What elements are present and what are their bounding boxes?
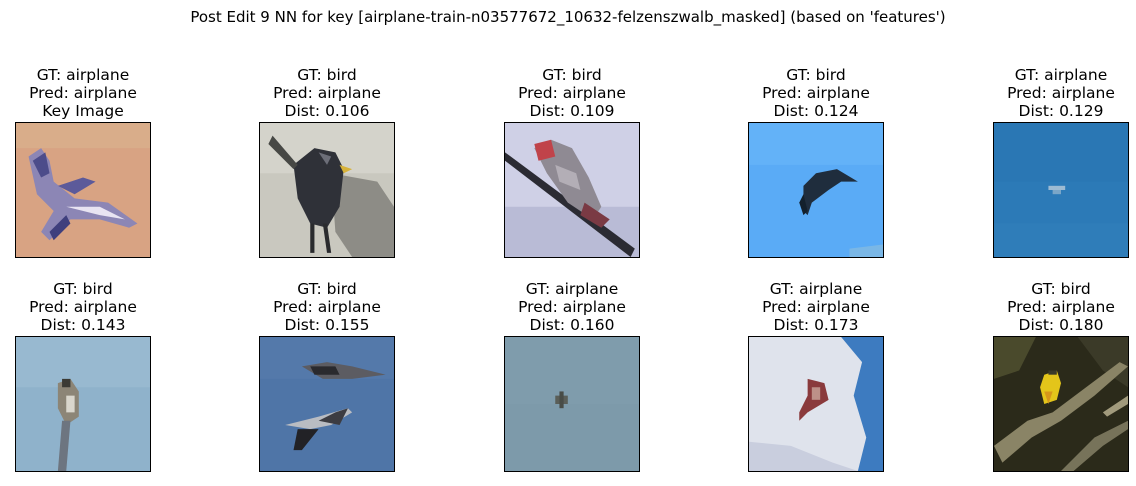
panel-caption: GT: airplane Pred: airplane Dist: 0.160 bbox=[464, 280, 680, 334]
figure-title: Post Edit 9 NN for key [airplane-train-n… bbox=[190, 8, 946, 26]
extra-label: Key Image bbox=[42, 102, 124, 120]
gt-label: GT: airplane bbox=[36, 66, 130, 84]
panel-caption: GT: bird Pred: airplane Dist: 0.106 bbox=[219, 66, 435, 120]
gt-label: GT: bird bbox=[786, 66, 846, 84]
gt-label: GT: airplane bbox=[525, 280, 619, 298]
panel-caption: GT: bird Pred: airplane Dist: 0.109 bbox=[464, 66, 680, 120]
extra-label: Dist: 0.155 bbox=[284, 316, 370, 334]
panel-caption: GT: bird Pred: airplane Dist: 0.124 bbox=[708, 66, 924, 120]
thumbnail-image bbox=[504, 336, 640, 472]
pred-label: Pred: airplane bbox=[1007, 298, 1115, 316]
gt-label: GT: bird bbox=[53, 280, 113, 298]
panel-caption: GT: bird Pred: airplane Dist: 0.180 bbox=[953, 280, 1136, 334]
gt-label: GT: bird bbox=[1031, 280, 1091, 298]
gt-label: GT: airplane bbox=[769, 280, 863, 298]
pred-label: Pred: airplane bbox=[762, 298, 870, 316]
pred-label: Pred: airplane bbox=[518, 298, 626, 316]
thumbnail-image bbox=[15, 336, 151, 472]
extra-label: Dist: 0.124 bbox=[773, 102, 859, 120]
thumbnail-image bbox=[504, 122, 640, 258]
thumbnail-image bbox=[993, 122, 1129, 258]
pred-label: Pred: airplane bbox=[762, 84, 870, 102]
pred-label: Pred: airplane bbox=[29, 298, 137, 316]
extra-label: Dist: 0.106 bbox=[284, 102, 370, 120]
panel-caption: GT: airplane Pred: airplane Key Image bbox=[0, 66, 191, 120]
thumbnail-image bbox=[259, 336, 395, 472]
panel-caption: GT: bird Pred: airplane Dist: 0.143 bbox=[0, 280, 191, 334]
pred-label: Pred: airplane bbox=[1007, 84, 1115, 102]
thumbnail-image bbox=[993, 336, 1129, 472]
gt-label: GT: bird bbox=[297, 66, 357, 84]
thumbnail-image bbox=[748, 336, 884, 472]
gt-label: GT: bird bbox=[297, 280, 357, 298]
extra-label: Dist: 0.160 bbox=[529, 316, 615, 334]
thumbnail-image bbox=[259, 122, 395, 258]
extra-label: Dist: 0.129 bbox=[1018, 102, 1104, 120]
gt-label: GT: bird bbox=[542, 66, 602, 84]
thumbnail-image bbox=[15, 122, 151, 258]
gt-label: GT: airplane bbox=[1014, 66, 1108, 84]
pred-label: Pred: airplane bbox=[29, 84, 137, 102]
pred-label: Pred: airplane bbox=[273, 298, 381, 316]
panel-caption: GT: airplane Pred: airplane Dist: 0.173 bbox=[708, 280, 924, 334]
thumbnail-image bbox=[748, 122, 884, 258]
pred-label: Pred: airplane bbox=[518, 84, 626, 102]
panel-caption: GT: airplane Pred: airplane Dist: 0.129 bbox=[953, 66, 1136, 120]
extra-label: Dist: 0.109 bbox=[529, 102, 615, 120]
extra-label: Dist: 0.180 bbox=[1018, 316, 1104, 334]
panel-caption: GT: bird Pred: airplane Dist: 0.155 bbox=[219, 280, 435, 334]
extra-label: Dist: 0.173 bbox=[773, 316, 859, 334]
extra-label: Dist: 0.143 bbox=[40, 316, 126, 334]
pred-label: Pred: airplane bbox=[273, 84, 381, 102]
